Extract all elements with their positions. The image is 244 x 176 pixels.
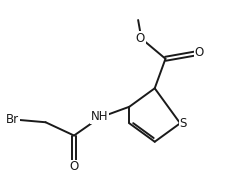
Text: O: O <box>70 161 79 174</box>
Text: O: O <box>195 46 204 59</box>
Text: O: O <box>135 32 145 45</box>
Text: Br: Br <box>6 113 19 126</box>
Text: NH: NH <box>91 110 109 123</box>
Text: S: S <box>180 117 187 130</box>
